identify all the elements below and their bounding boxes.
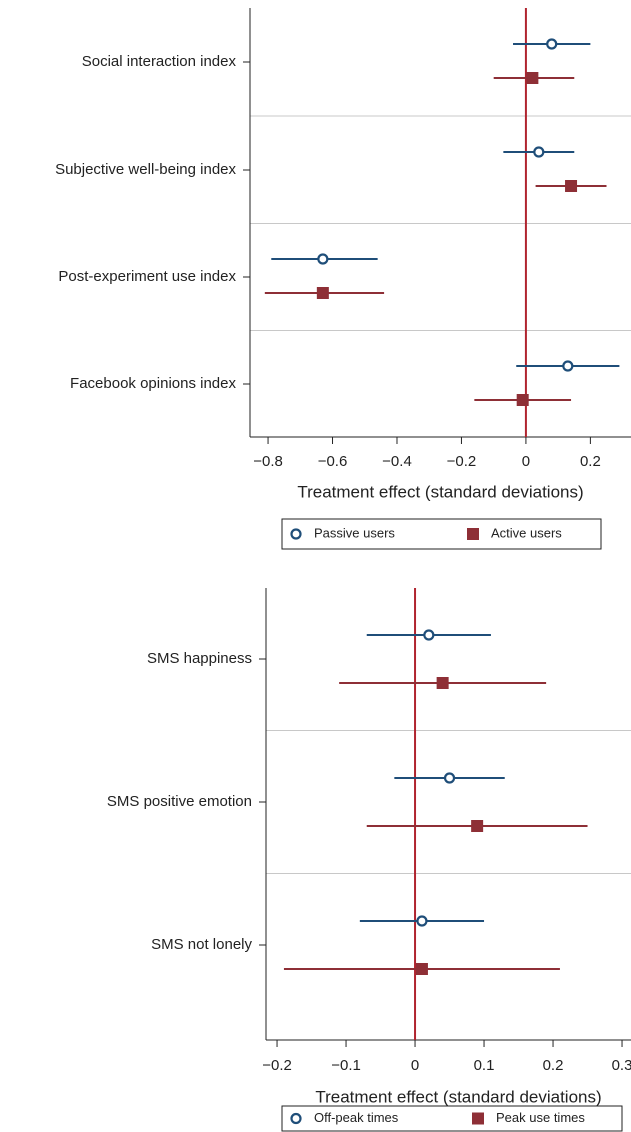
category-label: Facebook opinions index: [70, 375, 236, 392]
point-estimate: [423, 629, 435, 641]
x-tick-label: 0.1: [474, 1057, 495, 1074]
x-axis-title: Treatment effect (standard deviations): [297, 482, 583, 501]
legend-label: Passive users: [314, 525, 395, 540]
x-tick-label: −0.2: [447, 453, 477, 470]
point-estimate: [526, 72, 539, 84]
point-estimate: [562, 360, 574, 372]
x-tick-label: 0: [411, 1057, 419, 1074]
category-label: SMS happiness: [147, 650, 252, 667]
x-tick-label: 0: [522, 453, 530, 470]
x-tick-label: 0.2: [580, 453, 601, 470]
legend-label: Peak use times: [496, 1110, 585, 1125]
legend-box: [281, 1105, 623, 1132]
point-estimate: [416, 915, 428, 927]
category-label: Subjective well-being index: [55, 161, 236, 178]
point-estimate: [546, 38, 558, 50]
x-tick-label: 0.2: [543, 1057, 564, 1074]
x-tick-label: −0.2: [262, 1057, 292, 1074]
x-tick-label: −0.4: [382, 453, 412, 470]
legend-marker: [290, 528, 302, 540]
point-estimate: [436, 677, 449, 689]
point-estimate: [516, 394, 529, 406]
point-estimate: [415, 963, 428, 975]
category-label: SMS not lonely: [151, 936, 252, 953]
point-estimate: [316, 287, 329, 299]
category-label: Social interaction index: [82, 53, 237, 70]
legend-box: [281, 518, 602, 550]
x-axis-title: Treatment effect (standard deviations): [315, 1087, 601, 1106]
x-tick-label: 0.3: [612, 1057, 631, 1074]
x-tick-label: −0.8: [253, 453, 283, 470]
legend-label: Active users: [491, 525, 562, 540]
point-estimate: [565, 180, 578, 192]
point-estimate: [471, 820, 484, 832]
point-estimate: [533, 146, 545, 158]
category-label: SMS positive emotion: [107, 793, 252, 810]
category-label: Post-experiment use index: [58, 268, 236, 285]
point-estimate: [443, 772, 456, 784]
legend-marker: [467, 528, 479, 540]
legend-label: Off-peak times: [314, 1110, 399, 1125]
legend-marker: [472, 1112, 484, 1125]
x-tick-label: −0.1: [331, 1057, 361, 1074]
x-tick-label: −0.6: [318, 453, 348, 470]
point-estimate: [317, 253, 329, 265]
legend-marker: [290, 1112, 302, 1125]
